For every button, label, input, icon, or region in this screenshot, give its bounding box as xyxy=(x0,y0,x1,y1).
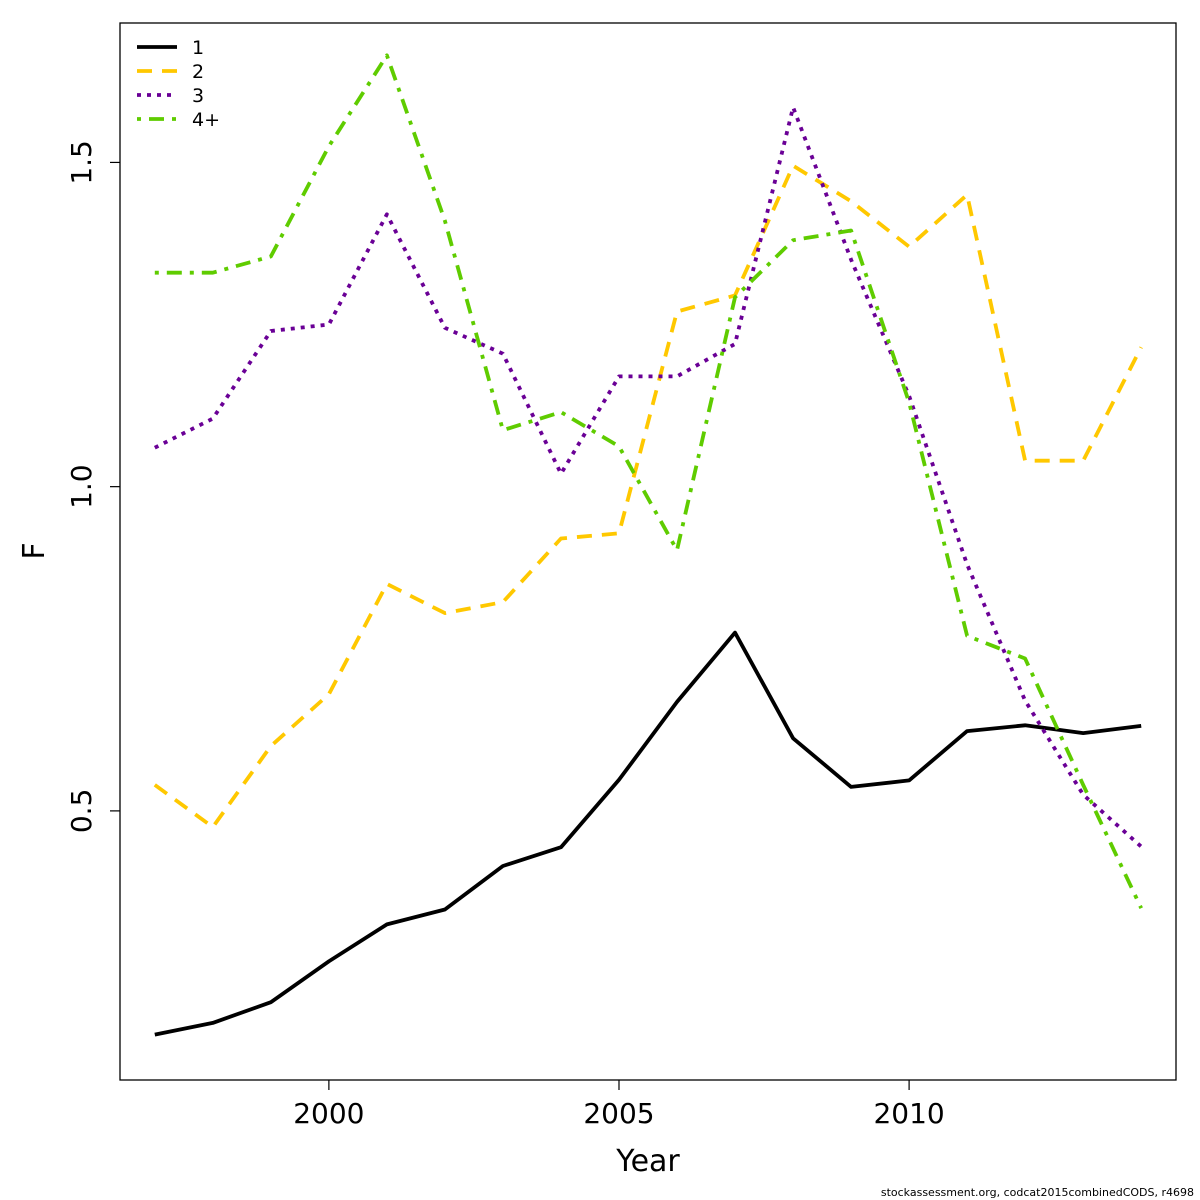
series-line-2 xyxy=(153,163,1143,829)
series-line-1 xyxy=(154,630,1142,1037)
x-tick-label: 2010 xyxy=(873,1097,944,1130)
x-tick-label: 2005 xyxy=(583,1097,654,1130)
series-line-4plus xyxy=(154,53,1143,910)
x-axis: 2000 2005 2010 xyxy=(293,1080,945,1130)
series-line-3 xyxy=(153,105,1143,849)
x-tick-label: 2000 xyxy=(293,1097,364,1130)
legend-label: 3 xyxy=(192,85,204,107)
legend-label: 1 xyxy=(192,37,204,59)
series-lines xyxy=(153,53,1143,1037)
footer-note: stockassessment.org, codcat2015combinedC… xyxy=(881,1186,1194,1199)
legend-label: 4+ xyxy=(192,109,220,131)
y-tick-label: 1.5 xyxy=(65,140,98,185)
plot-frame xyxy=(119,22,1177,1081)
y-tick-label: 0.5 xyxy=(65,789,98,834)
legend-label: 2 xyxy=(192,61,204,83)
x-axis-title: Year xyxy=(615,1144,680,1179)
y-tick-label: 1.0 xyxy=(65,464,98,509)
y-axis-title: F xyxy=(17,542,52,559)
y-axis: 0.5 1.0 1.5 xyxy=(65,140,120,833)
